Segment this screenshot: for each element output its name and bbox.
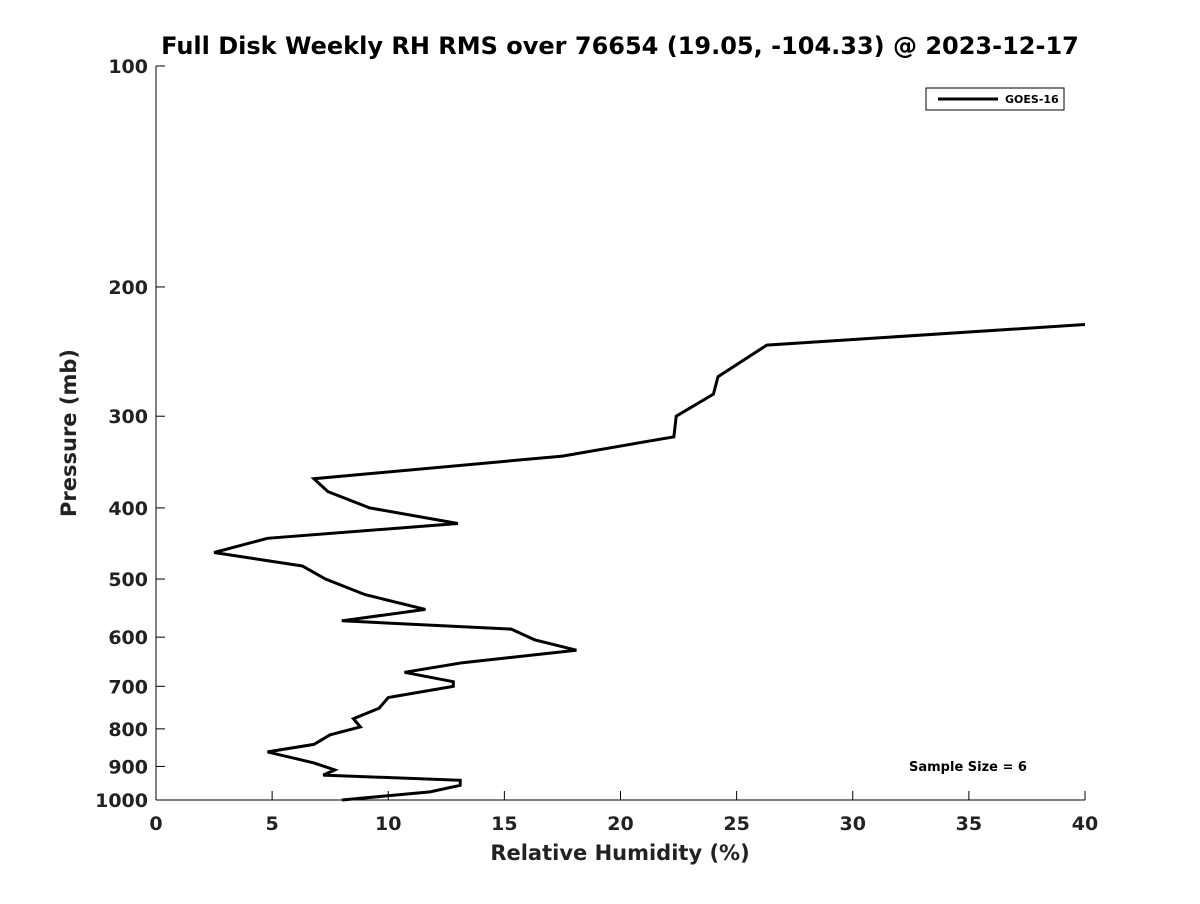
y-tick-label: 100 bbox=[108, 56, 148, 78]
x-tick-label: 15 bbox=[491, 813, 517, 835]
y-tick-label: 200 bbox=[108, 277, 148, 299]
x-axis-label: Relative Humidity (%) bbox=[490, 841, 749, 865]
x-tick-label: 20 bbox=[607, 813, 633, 835]
y-axis-label: Pressure (mb) bbox=[57, 349, 81, 517]
y-tick-label: 500 bbox=[108, 569, 148, 591]
x-tick-label: 30 bbox=[840, 813, 866, 835]
data-series bbox=[213, 323, 1086, 802]
y-tick-label: 800 bbox=[108, 719, 148, 741]
x-tick-label: 10 bbox=[375, 813, 401, 835]
y-tick-label: 1000 bbox=[95, 790, 148, 812]
y-tick-label: 600 bbox=[108, 627, 148, 649]
x-tick-label: 40 bbox=[1072, 813, 1098, 835]
chart-title: Full Disk Weekly RH RMS over 76654 (19.0… bbox=[161, 32, 1079, 60]
sample-size-annotation: Sample Size = 6 bbox=[909, 760, 1027, 775]
x-tick-label: 5 bbox=[266, 813, 279, 835]
tick-marks-and-labels: 0 5 10 15 20 25 30 35 40 100 200 300 400 500 600 700 800… bbox=[95, 56, 1098, 835]
x-tick-label: 0 bbox=[149, 813, 162, 835]
x-tick-label: 25 bbox=[723, 813, 749, 835]
y-tick-label: 700 bbox=[108, 676, 148, 698]
legend-label-goes-16: GOES-16 bbox=[1005, 93, 1059, 106]
y-tick-label: 400 bbox=[108, 498, 148, 520]
y-tick-label: 300 bbox=[108, 406, 148, 428]
y-tick-label: 900 bbox=[108, 756, 148, 778]
legend: GOES-16 bbox=[925, 87, 1065, 111]
series-line-goes-16 bbox=[213, 323, 1086, 802]
x-tick-label: 35 bbox=[956, 813, 982, 835]
